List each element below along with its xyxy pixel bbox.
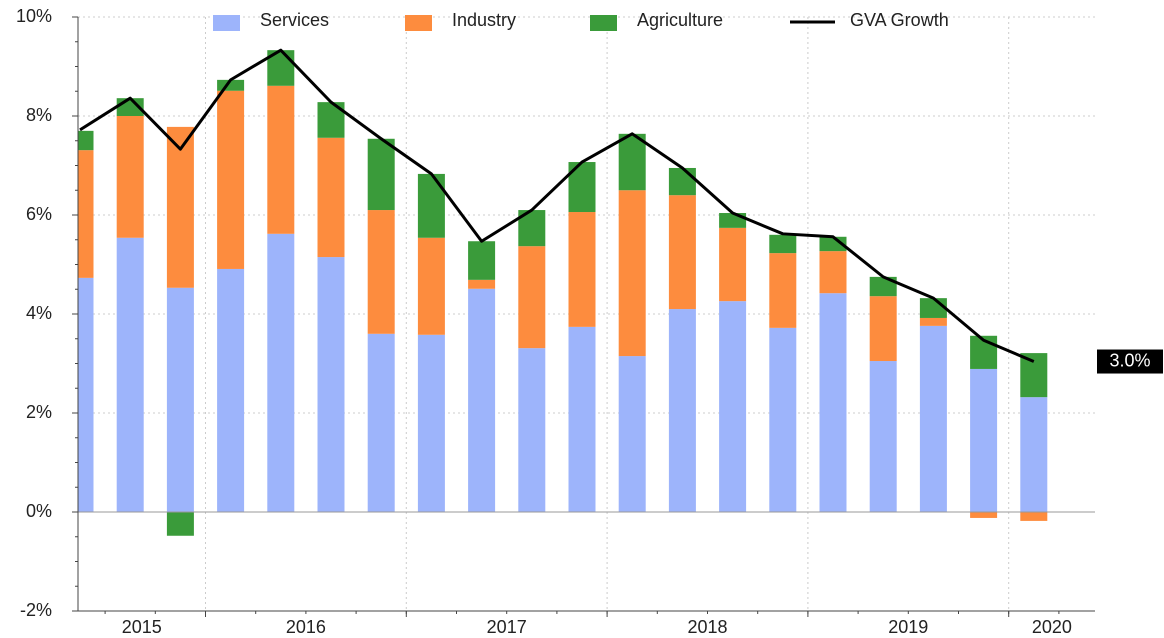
bar-segment (970, 368, 998, 512)
y-tick-label: 10% (16, 6, 52, 26)
bar-segment (919, 298, 947, 318)
bar-segment (869, 276, 897, 297)
bar-segment (217, 90, 245, 269)
y-tick-label: 6% (26, 204, 52, 224)
bar-segment (317, 137, 345, 258)
bar-segment (618, 356, 646, 512)
bar-segment (719, 227, 747, 302)
y-tick-label: -2% (20, 600, 52, 620)
bar-segment (568, 326, 596, 512)
legend-swatch (405, 15, 432, 31)
x-tick-label: 2015 (122, 617, 162, 637)
bar-segment (769, 253, 797, 328)
value-label-box (1097, 349, 1163, 374)
legend-swatch (590, 15, 617, 31)
bar-segment (819, 293, 847, 512)
bar-segment (769, 327, 797, 512)
bar-segment (1020, 353, 1048, 398)
bar-segment (719, 301, 747, 512)
bar-segment (618, 190, 646, 357)
bar-segment (217, 268, 245, 512)
bar-segment (668, 309, 696, 512)
bar-segment (78, 130, 94, 151)
bar-segment (267, 85, 295, 234)
x-tick-label: 2018 (687, 617, 727, 637)
bar-segment (769, 234, 797, 254)
bar-segment (919, 317, 947, 326)
bar-segment (518, 348, 546, 512)
bar-segment (367, 333, 395, 512)
bar-segment (869, 296, 897, 362)
bar-segment (618, 133, 646, 191)
bar-segment (869, 361, 897, 512)
y-tick-label: 4% (26, 303, 52, 323)
bar-segment (166, 512, 194, 536)
bar-segment (417, 334, 445, 512)
bar-segment (1020, 512, 1048, 521)
x-tick-label: 2019 (888, 617, 928, 637)
y-tick-label: 8% (26, 105, 52, 125)
bar-segment (417, 237, 445, 335)
bar-segment (919, 325, 947, 512)
bar-segment (668, 195, 696, 310)
bar-segment (217, 79, 245, 91)
bar-segment (78, 277, 94, 512)
bar-segment (1020, 397, 1048, 512)
bar-segment (518, 246, 546, 349)
bar-segment (719, 213, 747, 228)
bar-segment (166, 287, 194, 512)
line (79, 48, 1035, 363)
bars (78, 50, 1048, 536)
y-tick-label: 0% (26, 501, 52, 521)
x-tick-label: 2017 (487, 617, 527, 637)
x-tick-label: 2020 (1032, 617, 1072, 637)
legend-swatch (213, 15, 240, 31)
bar-segment (367, 138, 395, 211)
bar-segment (668, 167, 696, 196)
bar-segment (568, 212, 596, 327)
bar-segment (417, 173, 445, 238)
legend-label: Agriculture (637, 10, 723, 30)
legend-label: Services (260, 10, 329, 30)
bar-segment (116, 237, 144, 512)
value-label: 3.0% (1109, 350, 1150, 370)
bar-segment (78, 150, 94, 278)
overlay: -2% 0% 2% 4% 6% 8% 10% 2015 2016 2017 2018 2019 2020… (16, 6, 1163, 637)
x-tick-label: 2016 (286, 617, 326, 637)
legend-label: Industry (452, 10, 516, 30)
legend-label: GVA Growth (850, 10, 949, 30)
bar-segment (116, 116, 144, 238)
bar-segment (970, 512, 998, 518)
bar-segment (267, 233, 295, 512)
bar-segment (317, 257, 345, 512)
bar-segment (468, 241, 496, 280)
bar-segment (166, 126, 194, 288)
y-tick-label: 2% (26, 402, 52, 422)
bar-segment (819, 251, 847, 294)
bar-segment (468, 279, 496, 289)
bar-segment (367, 210, 395, 334)
bar-segment (468, 288, 496, 512)
